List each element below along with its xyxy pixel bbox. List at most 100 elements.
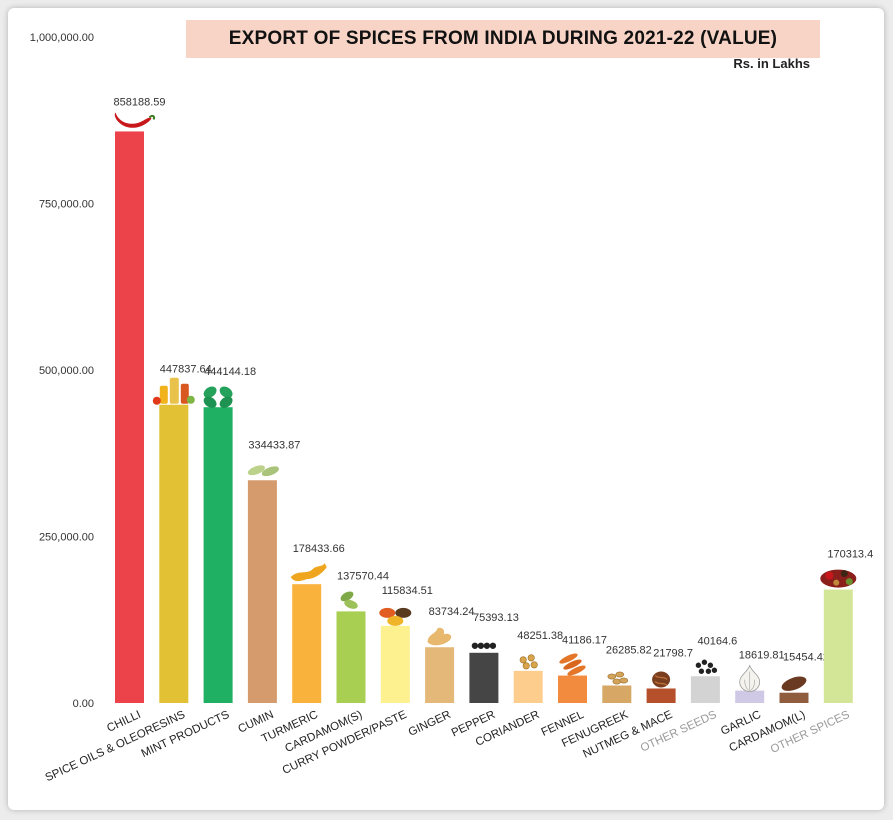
- x-tick-label: OTHER SEEDS: [639, 709, 719, 755]
- nut: [652, 671, 671, 688]
- seed: [522, 662, 530, 670]
- spice: [845, 578, 853, 586]
- chart-title: EXPORT OF SPICES FROM INDIA DURING 2021-…: [186, 20, 820, 58]
- black-cardamom-icon: [781, 676, 807, 691]
- data-label: 447837.64: [160, 364, 212, 376]
- bottle: [169, 377, 179, 404]
- data-label: 83734.24: [429, 606, 475, 618]
- mint-leaf-icon: [203, 386, 233, 408]
- data-label: 137570.44: [337, 570, 389, 582]
- herb-small: [186, 395, 195, 404]
- bar: [469, 652, 499, 703]
- y-tick-label: 1,000,000.00: [30, 32, 94, 44]
- data-label: 26285.82: [606, 644, 652, 656]
- bowl: [395, 607, 412, 618]
- bar: [779, 692, 809, 703]
- seed: [247, 465, 265, 476]
- seed: [559, 653, 578, 664]
- seed: [563, 659, 582, 670]
- fennel-seeds-icon: [559, 653, 586, 676]
- peppercorn: [489, 642, 497, 649]
- seed: [527, 654, 535, 662]
- data-label: 444144.18: [204, 366, 256, 378]
- bar: [292, 584, 322, 703]
- x-tick-label: OTHER SPICES: [769, 709, 852, 756]
- peppercorn: [471, 642, 479, 649]
- data-label: 858188.59: [114, 96, 166, 108]
- leaf: [203, 396, 217, 408]
- y-tick-label: 750,000.00: [39, 199, 94, 211]
- seed: [261, 466, 279, 477]
- seed: [519, 656, 527, 664]
- pod: [340, 591, 354, 602]
- x-tick-label: GINGER: [407, 709, 453, 739]
- seed: [707, 662, 714, 668]
- data-label: 15454.42: [783, 652, 829, 664]
- data-label: 170313.4: [827, 549, 873, 561]
- fenugreek-seeds-icon: [607, 671, 629, 685]
- bowl: [387, 615, 404, 626]
- spice: [825, 571, 834, 580]
- spice: [833, 579, 840, 586]
- nutmeg-icon: [652, 671, 671, 688]
- seeds-icon: [695, 659, 718, 674]
- bar: [690, 676, 720, 703]
- pod: [781, 676, 807, 691]
- curry-powder-bowls-icon: [379, 607, 412, 626]
- bar: [115, 131, 144, 703]
- seed: [695, 662, 702, 668]
- seed: [711, 667, 718, 673]
- data-label: 115834.51: [382, 585, 433, 597]
- data-label: 48251.38: [517, 630, 563, 642]
- bar: [735, 690, 765, 703]
- seed: [607, 673, 617, 680]
- coriander-seeds-icon: [519, 654, 538, 670]
- chilli-body: [114, 112, 152, 128]
- seed: [567, 665, 586, 676]
- seed: [612, 678, 622, 685]
- cardamom-pod-icon: [340, 591, 358, 609]
- bar: [203, 407, 233, 703]
- root: [290, 563, 327, 582]
- mace: [654, 675, 668, 686]
- bar: [513, 670, 543, 703]
- leaf: [219, 396, 233, 408]
- seed: [619, 677, 629, 684]
- y-tick-label: 250,000.00: [39, 532, 94, 544]
- bar: [558, 675, 587, 703]
- peppercorn: [483, 642, 491, 649]
- leaf: [219, 386, 233, 398]
- seed: [530, 661, 538, 669]
- chili-small: [152, 396, 161, 405]
- pod: [344, 599, 358, 609]
- data-label: 41186.17: [562, 635, 607, 647]
- data-label: 178433.66: [293, 543, 345, 555]
- data-label: 334433.87: [248, 439, 300, 451]
- bulb-lines: [744, 671, 756, 691]
- root: [427, 627, 452, 646]
- turmeric-root-icon: [290, 563, 327, 582]
- bar: [602, 685, 632, 703]
- bar: [336, 611, 366, 703]
- bar: [425, 647, 455, 703]
- mixed-spices-icon: [820, 569, 857, 588]
- data-label: 21798.7: [653, 647, 693, 659]
- pepper-corns-icon: [471, 642, 497, 649]
- y-tick-label: 0.00: [73, 698, 94, 710]
- oil-bottles-icon: [152, 377, 195, 405]
- data-label: 40164.6: [698, 635, 738, 647]
- peppercorn: [477, 642, 485, 649]
- bar: [646, 688, 676, 703]
- ginger-root-icon: [427, 627, 452, 646]
- leaf: [203, 386, 217, 398]
- bar: [380, 625, 410, 703]
- data-label: 75393.13: [473, 612, 519, 624]
- bottle: [159, 385, 168, 404]
- bowl: [379, 607, 396, 618]
- seed: [701, 659, 708, 665]
- garlic-icon: [739, 664, 761, 692]
- seed: [705, 668, 712, 674]
- bar: [823, 589, 853, 703]
- chilli-icon: [114, 112, 156, 128]
